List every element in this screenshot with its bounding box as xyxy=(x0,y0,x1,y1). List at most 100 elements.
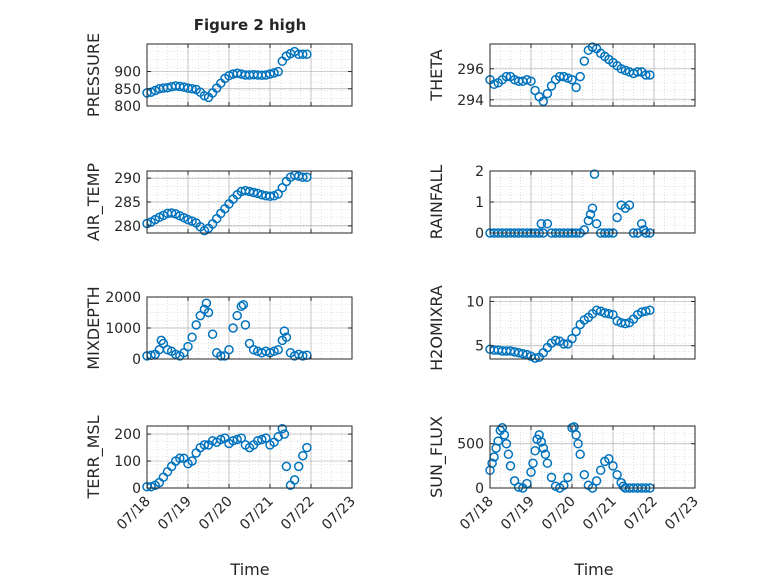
data-point xyxy=(166,208,177,218)
data-point xyxy=(493,436,503,446)
data-point xyxy=(248,187,259,198)
data-point xyxy=(187,332,197,343)
subplot-2: 294 296 THETA xyxy=(427,42,696,109)
y-axis-label: SUN_FLUX xyxy=(427,416,447,498)
data-point xyxy=(216,434,226,445)
data-point xyxy=(645,305,655,316)
data-point xyxy=(298,450,308,461)
data-point xyxy=(187,84,197,94)
data-point xyxy=(207,329,218,339)
data-point xyxy=(216,351,226,361)
series xyxy=(142,46,312,103)
y-tick-label: 280 xyxy=(114,219,141,235)
data-point xyxy=(175,453,185,464)
data-point xyxy=(273,66,283,77)
y-tick-label: 296 xyxy=(457,62,484,78)
data-point xyxy=(232,434,242,445)
data-point xyxy=(265,69,275,79)
data-point xyxy=(269,68,279,78)
data-point xyxy=(636,218,647,229)
axes-box xyxy=(489,425,696,489)
data-point xyxy=(563,73,573,83)
data-point xyxy=(575,449,585,460)
data-point xyxy=(252,188,263,199)
data-point xyxy=(612,469,622,480)
data-point xyxy=(281,461,292,472)
data-point xyxy=(302,49,312,60)
data-point xyxy=(302,172,312,182)
data-point xyxy=(620,65,631,76)
data-point xyxy=(499,430,510,440)
data-point xyxy=(546,472,557,483)
y-tick-label: 285 xyxy=(114,195,141,211)
grid xyxy=(489,43,696,107)
data-point xyxy=(487,458,497,468)
data-point xyxy=(530,446,540,456)
data-point xyxy=(269,346,279,357)
data-point xyxy=(571,430,581,440)
data-point xyxy=(526,76,536,86)
data-point xyxy=(591,218,602,229)
y-axis-label: PRESSURE xyxy=(84,33,103,117)
data-point xyxy=(281,332,292,343)
data-point xyxy=(542,218,553,229)
data-point xyxy=(261,433,271,443)
data-point xyxy=(571,82,581,93)
data-point xyxy=(513,482,524,492)
data-point xyxy=(279,429,290,439)
y-axis-label: H2OMIXRA xyxy=(427,285,446,371)
y-axis-label: RAINFALL xyxy=(427,165,446,240)
data-point xyxy=(503,449,514,460)
axes-box xyxy=(489,43,696,107)
data-point xyxy=(279,326,290,336)
data-point xyxy=(298,172,308,182)
subplot-4: 0 1 2 RAINFALL xyxy=(427,164,696,242)
data-point xyxy=(550,335,561,346)
data-point xyxy=(187,456,197,466)
data-point xyxy=(608,461,618,471)
data-point xyxy=(573,438,583,449)
data-point xyxy=(257,434,267,445)
y-tick-label: 900 xyxy=(114,65,141,81)
series xyxy=(142,170,312,236)
data-point xyxy=(591,305,602,316)
y-axis-label: THETA xyxy=(427,49,446,101)
y-axis-label: AIR_TEMP xyxy=(84,163,104,241)
data-point xyxy=(579,56,590,66)
data-point xyxy=(538,443,549,453)
data-point xyxy=(232,310,242,321)
data-point xyxy=(289,475,300,485)
y-tick-label: 0 xyxy=(475,481,484,497)
y-tick-label: 0 xyxy=(132,481,141,497)
x-axis-label-left: Time xyxy=(229,560,269,579)
data-point xyxy=(183,341,193,352)
series xyxy=(485,305,655,363)
data-point xyxy=(567,74,577,85)
data-point xyxy=(542,458,553,468)
y-tick-label: 5 xyxy=(475,339,484,355)
data-point xyxy=(620,318,631,329)
data-point xyxy=(583,215,594,226)
data-point xyxy=(302,442,312,453)
data-point xyxy=(298,49,308,60)
series xyxy=(142,298,312,361)
data-point xyxy=(567,333,577,344)
data-point xyxy=(183,214,193,225)
data-point xyxy=(505,461,516,471)
data-point xyxy=(591,476,602,486)
data-point xyxy=(298,351,308,361)
grid xyxy=(146,170,353,234)
series xyxy=(142,423,312,492)
data-point xyxy=(252,436,263,446)
data-point xyxy=(604,309,614,319)
data-point xyxy=(162,344,173,355)
data-point xyxy=(224,344,234,355)
y-tick-label: 0 xyxy=(132,352,141,368)
data-point xyxy=(522,74,532,85)
data-point xyxy=(518,348,528,359)
data-point xyxy=(589,169,600,179)
subplot-3: 280 285 290 AIR_TEMP xyxy=(84,163,353,241)
